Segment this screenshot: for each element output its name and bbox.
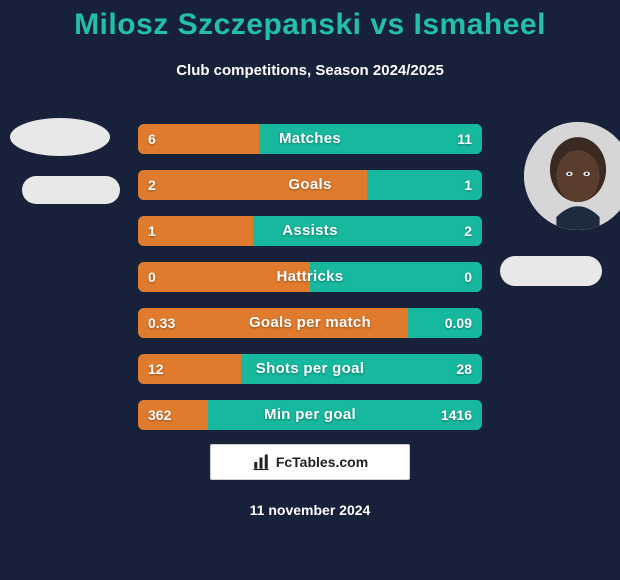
stat-label: Hattricks <box>138 262 482 292</box>
comparison-subtitle: Club competitions, Season 2024/2025 <box>0 62 620 79</box>
snapshot-date: 11 november 2024 <box>0 502 620 518</box>
player-left-avatar <box>10 118 110 156</box>
stat-label: Shots per goal <box>138 354 482 384</box>
stat-row: 21Goals <box>138 170 482 200</box>
stat-row: 00Hattricks <box>138 262 482 292</box>
stat-rows: 611Matches 21Goals 12Assists 00Hattricks 0.3… <box>138 124 482 446</box>
player-right-avatar <box>524 122 620 230</box>
stat-label: Min per goal <box>138 400 482 430</box>
stat-row: 1228Shots per goal <box>138 354 482 384</box>
stat-row: 3621416Min per goal <box>138 400 482 430</box>
face-silhouette-icon <box>524 122 620 230</box>
stat-label: Assists <box>138 216 482 246</box>
watermark: FcTables.com <box>210 444 410 480</box>
comparison-title: Milosz Szczepanski vs Ismaheel <box>0 8 620 42</box>
stat-label: Matches <box>138 124 482 154</box>
bar-chart-icon <box>252 453 270 471</box>
stat-label: Goals per match <box>138 308 482 338</box>
stat-row: 611Matches <box>138 124 482 154</box>
player-right-club <box>500 256 602 286</box>
stat-row: 0.330.09Goals per match <box>138 308 482 338</box>
player-left-club <box>22 176 120 204</box>
stat-label: Goals <box>138 170 482 200</box>
watermark-text: FcTables.com <box>276 454 368 470</box>
stat-row: 12Assists <box>138 216 482 246</box>
